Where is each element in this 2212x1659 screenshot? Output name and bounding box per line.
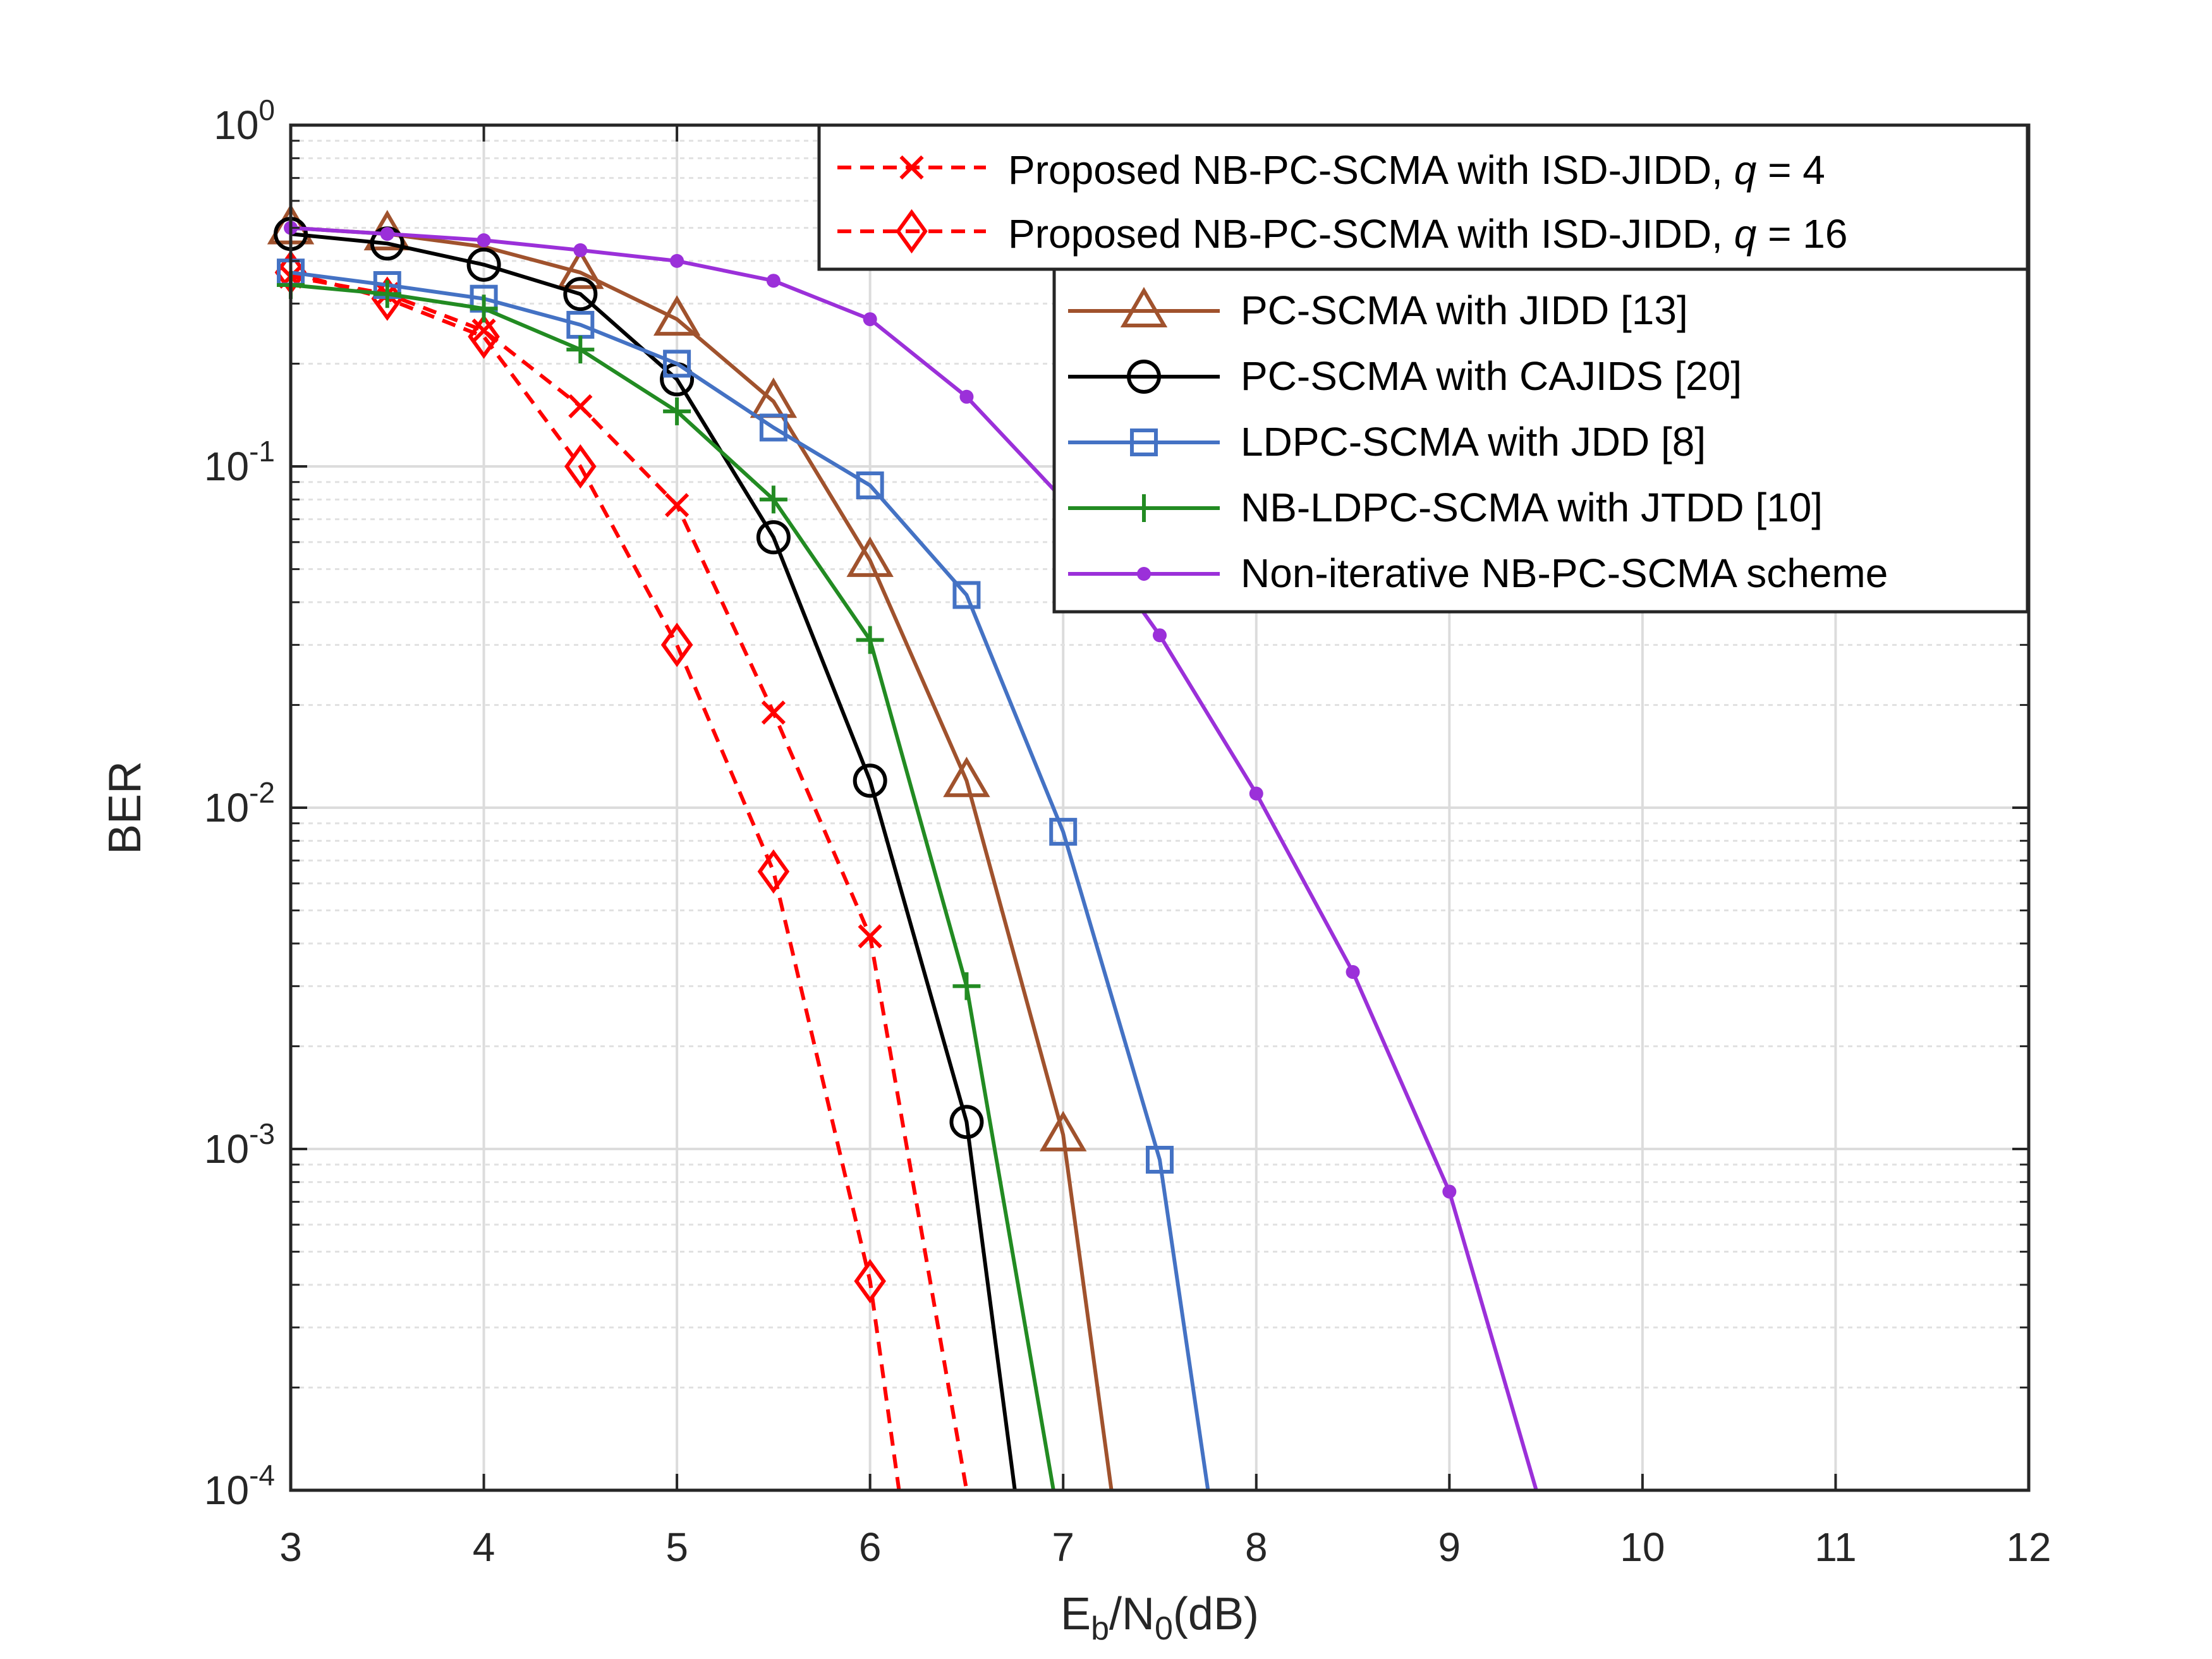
x-tick-label: 10 <box>1620 1524 1665 1570</box>
y-tick-label: 10-4 <box>204 1459 275 1513</box>
data-point-dot <box>477 233 491 248</box>
data-point-plus <box>1130 494 1158 522</box>
x-tick-label: 12 <box>2006 1524 2051 1570</box>
y-axis-label: BER <box>100 761 150 854</box>
y-tick-label: 10-2 <box>204 776 275 830</box>
ticks: 3 4 5 6 7 8 9 10 11 12 100 10-1 10-2 10-3 10-4 <box>204 94 2051 1570</box>
data-point-square <box>1130 428 1158 456</box>
data-point-x <box>664 493 690 518</box>
data-point-dot <box>1153 628 1167 643</box>
x-tick-label: 6 <box>859 1524 882 1570</box>
data-point-dot <box>380 227 394 241</box>
x-tick-label: 9 <box>1438 1524 1461 1570</box>
data-point-square <box>663 349 691 378</box>
y-tick-label: 10-3 <box>204 1117 275 1172</box>
x-tick-label: 5 <box>665 1524 688 1570</box>
data-point-dot <box>766 274 781 288</box>
series-line <box>290 274 969 1491</box>
legend-second-entry-4: NB-LDPC-SCMA with JTDD [10] <box>1241 485 1823 530</box>
series-line <box>290 232 1017 1491</box>
y-tick-label: 10-1 <box>204 435 275 489</box>
series-line <box>290 270 1210 1491</box>
data-point-plus <box>952 972 981 1000</box>
data-point-square <box>856 471 884 499</box>
legend-second-entry-5: Non-iterative NB-PC-SCMA scheme <box>1241 550 1888 596</box>
x-tick-label: 7 <box>1052 1524 1074 1570</box>
data-point-circle <box>466 247 501 282</box>
data-point-square <box>1146 1146 1174 1174</box>
data-point-plus <box>373 280 401 308</box>
data-point-x <box>761 700 786 725</box>
data-point-circle <box>756 520 791 555</box>
legend-sample-1 <box>837 155 986 180</box>
legend-top-entry-2: Proposed NB-PC-SCMA with ISD-JIDD, q = 1… <box>1008 211 1847 257</box>
series-line <box>290 226 1114 1491</box>
data-point-diamond <box>564 444 597 489</box>
data-point-dot <box>670 253 684 268</box>
data-point-triangle <box>943 757 990 798</box>
data-point-square <box>759 413 787 442</box>
legend-second-entry-2: PC-SCMA with CAJIDS [20] <box>1241 353 1742 399</box>
data-point-diamond <box>896 209 928 254</box>
data-point-dot <box>1442 1184 1457 1199</box>
legend-sample-7 <box>1068 567 1220 581</box>
data-point-dot <box>1137 567 1151 581</box>
data-point-triangle <box>1120 287 1168 328</box>
legend-second-entry-1: PC-SCMA with JIDD [13] <box>1241 288 1688 333</box>
x-tick-label: 4 <box>473 1524 495 1570</box>
data-point-square <box>952 581 981 609</box>
data-point-plus <box>759 485 787 514</box>
series-line <box>290 270 901 1491</box>
series-line <box>290 226 1538 1491</box>
y-tick-label: 100 <box>214 94 275 148</box>
data-point-dot <box>573 243 588 257</box>
legend-top-entry-1: Proposed NB-PC-SCMA with ISD-JIDD, q = 4 <box>1008 147 1825 193</box>
x-tick-label: 8 <box>1245 1524 1268 1570</box>
data-point-x <box>568 394 593 419</box>
data-point-circle <box>1127 360 1161 394</box>
data-point-plus <box>566 336 595 364</box>
data-point-triangle <box>557 248 604 289</box>
data-point-circle <box>563 277 598 312</box>
data-point-triangle <box>1040 1110 1087 1152</box>
legend-sample-4 <box>1068 360 1220 394</box>
data-point-dot <box>863 312 877 327</box>
data-point-x <box>899 155 924 180</box>
data-point-plus <box>663 397 691 425</box>
x-tick-label: 3 <box>279 1524 302 1570</box>
series-4 <box>274 217 1017 1491</box>
x-axis-label: Eb/N0(dB) <box>1060 1589 1259 1647</box>
data-point-diamond <box>757 849 790 894</box>
legend-top-box <box>817 123 2029 271</box>
data-point-dot <box>1249 786 1263 801</box>
data-point-diamond <box>468 314 500 359</box>
legend-sample-5 <box>1068 428 1220 456</box>
series-layer <box>267 204 1538 1491</box>
data-point-x <box>858 924 882 949</box>
legend-samples <box>837 155 1220 581</box>
data-point-triangle <box>846 536 894 577</box>
data-point-square <box>1049 818 1078 846</box>
data-point-dot <box>959 389 974 404</box>
series-7 <box>284 221 1538 1491</box>
data-point-plus <box>856 626 884 654</box>
legend-sample-2 <box>837 209 986 254</box>
data-point-triangle <box>653 295 701 336</box>
data-point-dot <box>1346 965 1360 980</box>
legend-sample-6 <box>1068 494 1220 522</box>
x-tick-label: 11 <box>1814 1524 1856 1570</box>
data-point-circle <box>949 1105 984 1139</box>
data-point-circle <box>853 763 887 798</box>
legend-sample-3 <box>1068 287 1220 328</box>
data-point-plus <box>470 295 498 323</box>
data-point-diamond <box>660 623 693 667</box>
data-point-diamond <box>854 1258 886 1304</box>
legend-top: Proposed NB-PC-SCMA with ISD-JIDD, q = 4… <box>817 123 2029 271</box>
data-point-x <box>471 318 496 343</box>
legend-second-entry-3: LDPC-SCMA with JDD [8] <box>1241 419 1706 465</box>
